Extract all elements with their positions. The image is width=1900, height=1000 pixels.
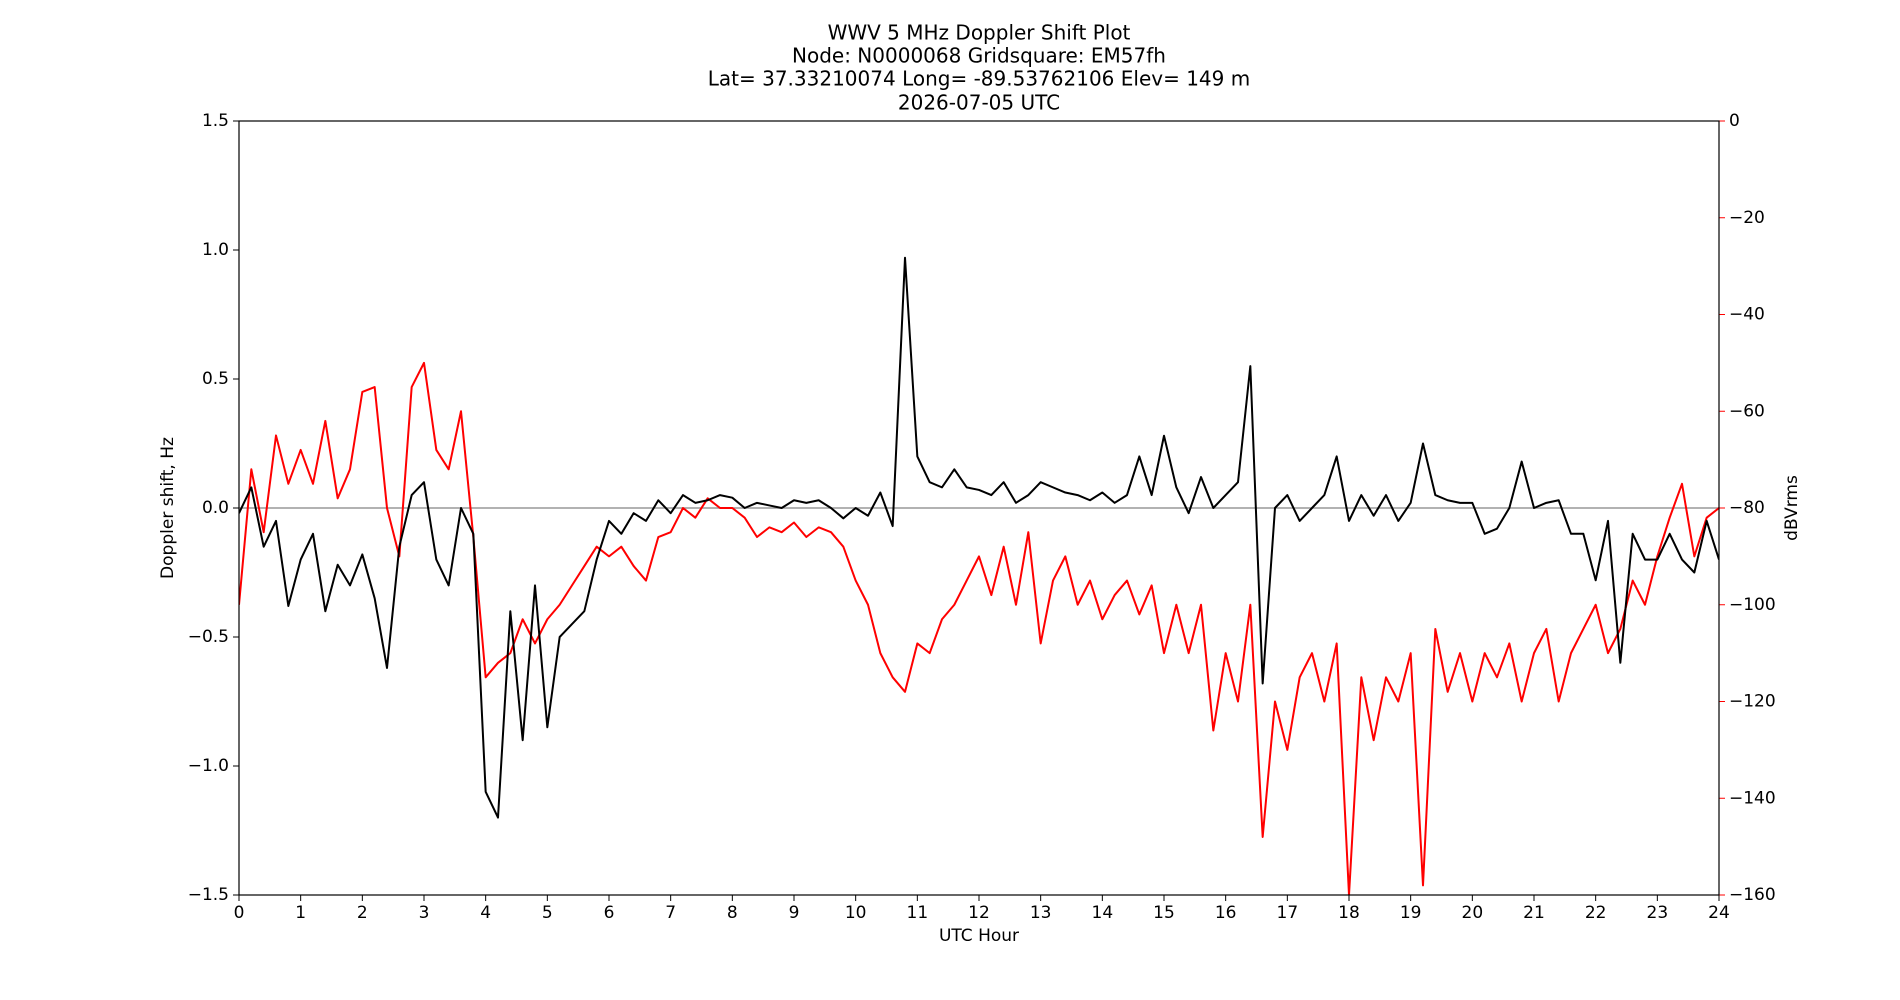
title-line: 2026-07-05 UTC	[898, 91, 1060, 115]
title-line: WWV 5 MHz Doppler Shift Plot	[828, 21, 1131, 45]
y2-tick-label: 0	[1729, 111, 1740, 131]
x-tick-label: 11	[907, 903, 929, 923]
x-tick-label: 0	[234, 903, 245, 923]
title-line: Node: N0000068 Gridsquare: EM57fh	[792, 44, 1166, 68]
x-tick-label: 18	[1338, 903, 1360, 923]
x-tick-label: 2	[357, 903, 368, 923]
series-line	[239, 361, 1719, 895]
x-tick-label: 7	[665, 903, 676, 923]
y-tick-label: −1.0	[188, 756, 229, 776]
x-tick-label: 6	[604, 903, 615, 923]
x-tick-label: 8	[727, 903, 738, 923]
y2-tick-label: −80	[1729, 498, 1765, 518]
y2-tick-label: −20	[1729, 208, 1765, 228]
y2-tick-label: −140	[1729, 788, 1776, 808]
x-tick-label: 20	[1462, 903, 1484, 923]
y-tick-label: 1.0	[202, 240, 229, 260]
y2-tick-label: −60	[1729, 401, 1765, 421]
x-tick-label: 12	[968, 903, 990, 923]
x-tick-label: 5	[542, 903, 553, 923]
x-tick-label: 14	[1092, 903, 1114, 923]
y2-tick-label: −160	[1729, 885, 1776, 905]
plot-frame	[238, 120, 1720, 896]
x-tick-label: 4	[480, 903, 491, 923]
title-line: Lat= 37.33210074 Long= -89.53762106 Elev…	[708, 67, 1250, 91]
x-tick-label: 22	[1585, 903, 1607, 923]
x-tick-label: 1	[295, 903, 306, 923]
y-axis-label: Doppler shift, Hz	[158, 437, 178, 579]
x-tick-label: 10	[845, 903, 867, 923]
y2-tick-label: −120	[1729, 692, 1776, 712]
y-tick-label: 0.0	[202, 498, 229, 518]
x-tick-label: 15	[1153, 903, 1175, 923]
x-tick-label: 9	[789, 903, 800, 923]
y-tick-label: −1.5	[188, 885, 229, 905]
x-tick-label: 24	[1708, 903, 1730, 923]
x-tick-label: 3	[419, 903, 430, 923]
y2-axis-label: dBVrms	[1782, 475, 1802, 541]
x-tick-label: 19	[1400, 903, 1422, 923]
y2-tick-label: −100	[1729, 595, 1776, 615]
y-tick-label: −0.5	[188, 627, 229, 647]
x-tick-label: 23	[1647, 903, 1669, 923]
x-tick-label: 16	[1215, 903, 1237, 923]
x-axis-label: UTC Hour	[939, 926, 1019, 946]
x-tick-label: 21	[1523, 903, 1545, 923]
y2-tick-label: −40	[1729, 305, 1765, 325]
y-tick-label: 0.5	[202, 369, 229, 389]
x-tick-label: 13	[1030, 903, 1052, 923]
x-tick-label: 17	[1277, 903, 1299, 923]
y-tick-label: 1.5	[202, 111, 229, 131]
series-line	[239, 256, 1719, 819]
